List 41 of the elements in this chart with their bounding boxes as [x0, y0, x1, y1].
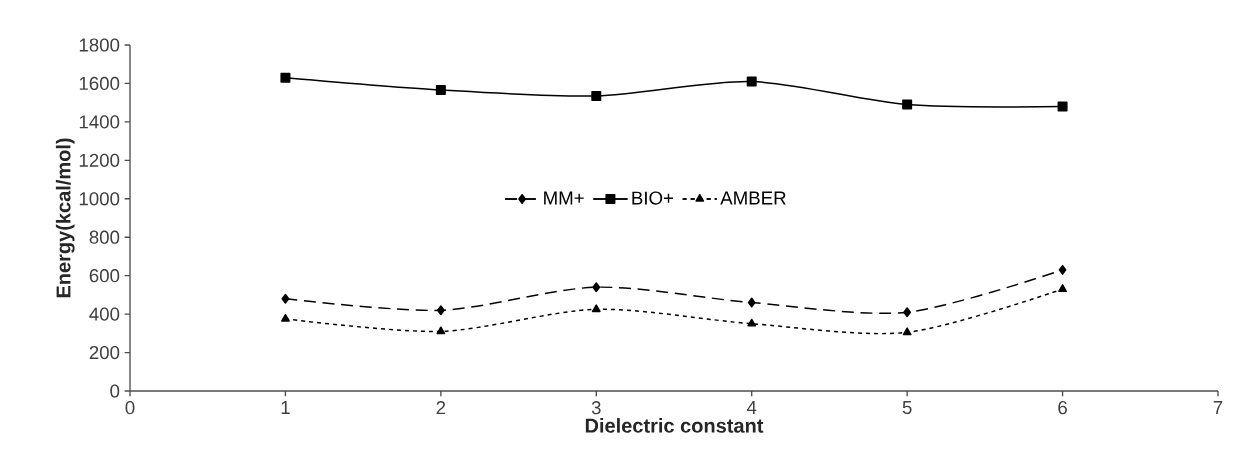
- y-tick-label: 1000: [79, 192, 120, 206]
- legend-label: MM+: [544, 191, 584, 205]
- legend-label: AMBER: [720, 191, 786, 205]
- y-tick-label: 600: [89, 269, 120, 283]
- y-tick-label: 0: [110, 384, 120, 398]
- y-tick-label: 1200: [79, 153, 120, 167]
- x-tick-label: 2: [436, 401, 446, 415]
- point: [591, 90, 602, 101]
- x-tick-label: 6: [1058, 401, 1067, 415]
- y-tick-label: 200: [89, 345, 120, 360]
- x-tick-label: 1: [281, 401, 290, 414]
- point: [746, 76, 757, 87]
- point: [902, 99, 913, 110]
- x-tick-label: 4: [746, 401, 757, 414]
- y-tick-label: 1600: [79, 76, 120, 91]
- x-tick-label: 3: [591, 401, 601, 415]
- x-axis-title: Dielectric constant: [585, 418, 764, 433]
- point: [281, 293, 290, 304]
- x-tick-label: 5: [902, 401, 912, 415]
- y-tick-label: 400: [89, 307, 120, 321]
- x-tick-label: 0: [125, 401, 135, 415]
- point: [436, 305, 445, 316]
- legend-label: BIO+: [632, 191, 674, 205]
- point: [902, 327, 912, 336]
- point: [435, 84, 446, 95]
- point: [280, 72, 291, 83]
- point: [1058, 284, 1068, 292]
- point: [592, 282, 601, 293]
- point: [747, 318, 757, 327]
- point: [436, 326, 446, 335]
- y-tick-label: 1800: [79, 38, 120, 52]
- point: [281, 313, 290, 322]
- y-tick-label: 1400: [79, 115, 120, 129]
- point: [747, 297, 756, 308]
- y-axis-title: Energy(kcal/mol): [55, 138, 75, 298]
- point: [591, 304, 601, 313]
- y-tick-label: 800: [89, 230, 120, 244]
- point: [1057, 101, 1068, 112]
- point: [1058, 264, 1067, 275]
- x-tick-label: 7: [1213, 401, 1223, 414]
- point: [903, 307, 912, 318]
